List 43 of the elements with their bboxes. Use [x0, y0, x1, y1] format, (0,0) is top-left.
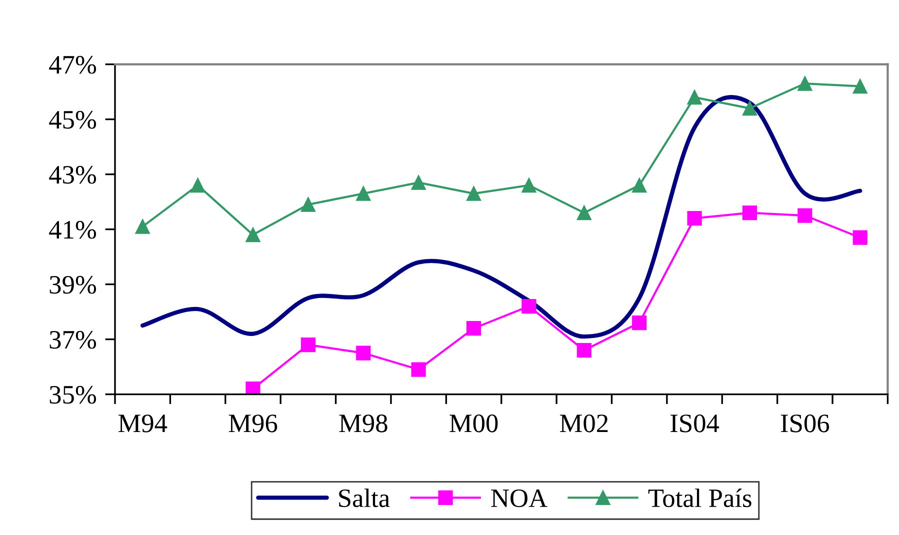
legend-label: NOA: [491, 489, 548, 508]
point: [356, 346, 371, 360]
legend-label: Total País: [648, 488, 752, 508]
y-tick-label: 35%: [50, 386, 96, 404]
x-tick-label: M02: [560, 414, 608, 432]
point: [576, 343, 592, 358]
point: [742, 206, 758, 220]
x-tick-label: M98: [339, 414, 388, 432]
y-tick-label: 43%: [49, 166, 96, 184]
point: [411, 362, 426, 377]
legend-label: Salta: [339, 488, 390, 508]
y-tick-label: 47%: [49, 56, 96, 74]
x-tick-label: M96: [228, 414, 278, 432]
point: [632, 316, 647, 330]
point: [522, 299, 536, 314]
x-tick-label: M94: [118, 414, 168, 432]
point: [687, 211, 702, 226]
y-tick-label: 41%: [49, 220, 96, 239]
point: [798, 208, 812, 223]
point: [852, 79, 868, 94]
point: [356, 186, 371, 201]
y-tick-label: 37%: [50, 330, 96, 349]
point: [246, 228, 260, 242]
point: [135, 219, 150, 234]
y-tick-label: 39%: [50, 276, 96, 294]
x-tick-label: M00: [450, 414, 498, 432]
point: [852, 230, 868, 245]
point: [798, 76, 812, 91]
point: [632, 178, 647, 193]
x-tick-label: IS06: [780, 414, 830, 432]
point: [522, 178, 536, 193]
point: [466, 186, 482, 201]
point: [466, 321, 482, 336]
point: [190, 178, 206, 193]
point: [300, 338, 316, 352]
point: [411, 175, 426, 190]
point: [246, 382, 260, 394]
y-tick-label: 45%: [49, 110, 96, 129]
point: [576, 206, 592, 220]
point: [687, 90, 702, 105]
x-tick-label: IS04: [670, 414, 720, 432]
point: [300, 197, 316, 212]
point: [742, 101, 758, 116]
